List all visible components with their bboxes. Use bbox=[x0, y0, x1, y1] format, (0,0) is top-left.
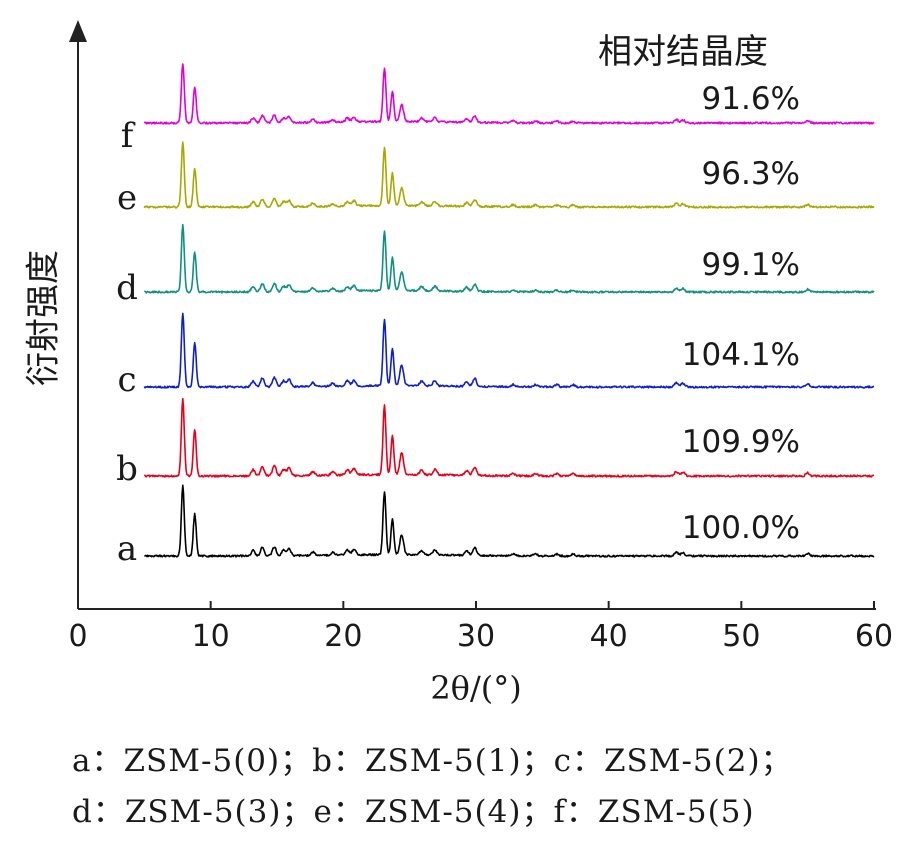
crystallinity-value-b: 109.9% bbox=[682, 424, 800, 460]
xrd-chart: 0 10 20 30 40 50 60 2θ/(°) a 100.0% b 109.9% c 104.1%… bbox=[68, 20, 893, 707]
series-label-d: d bbox=[116, 268, 138, 308]
x-tick-label: 40 bbox=[590, 619, 628, 654]
y-axis-arrow bbox=[69, 20, 87, 42]
series-line-e bbox=[143, 141, 875, 209]
crystallinity-header: 相对结晶度 bbox=[598, 32, 768, 72]
series-line-f bbox=[143, 63, 875, 125]
x-tick-label: 0 bbox=[68, 619, 87, 654]
series-line-d bbox=[144, 223, 875, 294]
series-label-a: a bbox=[117, 529, 137, 569]
series-label-b: b bbox=[116, 449, 138, 489]
x-axis-label: 2θ/(°) bbox=[430, 669, 521, 707]
legend-line-2: d：ZSM-5(3)；e：ZSM-5(4)；f：ZSM-5(5) bbox=[72, 794, 755, 830]
x-tick-label: 30 bbox=[457, 619, 495, 654]
x-tick-label: 60 bbox=[855, 619, 893, 654]
crystallinity-value-f: 91.6% bbox=[702, 81, 800, 117]
series-line-c bbox=[143, 312, 875, 389]
x-tick-label: 10 bbox=[192, 619, 230, 654]
series-line-b bbox=[143, 397, 875, 478]
series-label-c: c bbox=[117, 360, 136, 400]
crystallinity-value-c: 104.1% bbox=[682, 337, 800, 373]
crystallinity-value-d: 99.1% bbox=[702, 247, 800, 283]
x-tick-label: 50 bbox=[722, 619, 760, 654]
x-tick-label: 20 bbox=[324, 619, 362, 654]
crystallinity-value-e: 96.3% bbox=[702, 156, 800, 192]
y-axis-label: 衍射强度 bbox=[23, 250, 64, 386]
series-label-e: e bbox=[117, 178, 137, 218]
series-label-f: f bbox=[121, 116, 136, 156]
series-line-a bbox=[144, 484, 875, 558]
legend-line-1: a：ZSM-5(0)；b：ZSM-5(1)；c：ZSM-5(2)； bbox=[72, 743, 793, 779]
crystallinity-value-a: 100.0% bbox=[682, 510, 800, 546]
